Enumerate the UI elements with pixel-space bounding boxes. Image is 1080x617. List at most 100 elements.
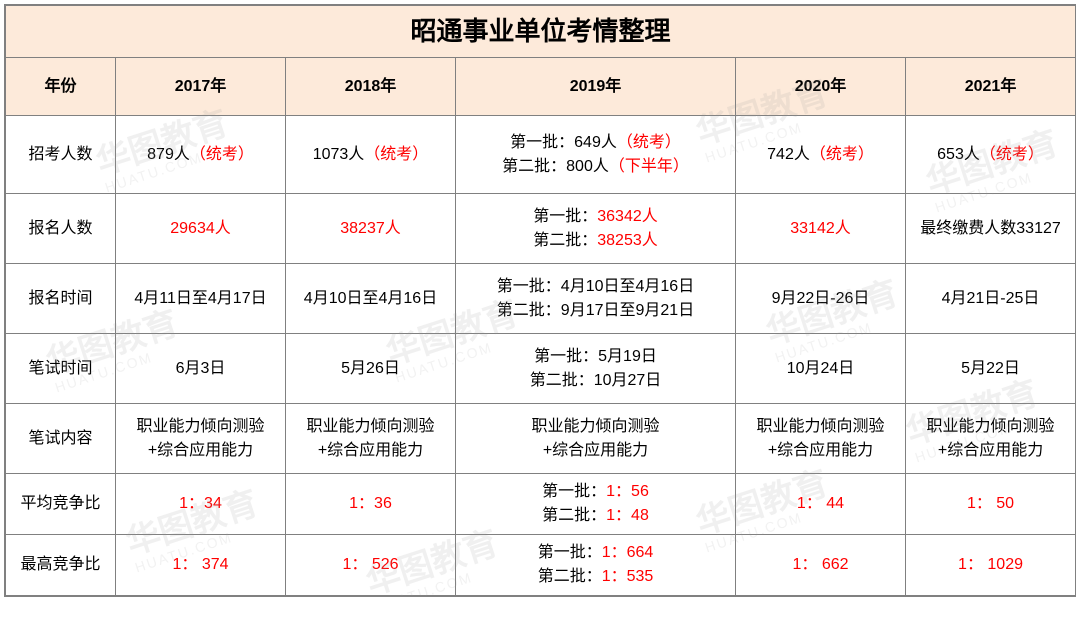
exam-table: 昭通事业单位考情整理年份2017年2018年2019年2020年2021年招考人… (5, 5, 1076, 596)
cell-text: 第一批： (542, 483, 606, 500)
cell-text: 879人 (147, 146, 190, 163)
row-label: 最高竞争比 (6, 535, 116, 596)
table-cell: 4月10日至4月16日 (286, 264, 456, 334)
cell-text: 1：664 (602, 544, 654, 561)
table-cell: 653人（统考） (906, 116, 1076, 194)
cell-text: 9月22日-26日 (772, 290, 870, 307)
cell-text: 职业能力倾向测验 (531, 418, 659, 435)
cell-text: +综合应用能力 (148, 442, 253, 459)
table-cell: 4月21日-25日 (906, 264, 1076, 334)
row-label: 笔试时间 (6, 334, 116, 404)
cell-text: 职业能力倾向测验 (306, 418, 434, 435)
table-cell: 1： 374 (116, 535, 286, 596)
table-cell: 第一批：1：664第二批：1：535 (456, 535, 736, 596)
table-cell: 29634人 (116, 194, 286, 264)
cell-text: （下半年） (609, 158, 689, 175)
table-cell: 1： 1029 (906, 535, 1076, 596)
cell-text: 职业能力倾向测验 (136, 418, 264, 435)
cell-text: （统考） (810, 146, 874, 163)
cell-text: 4月11日至4月17日 (134, 290, 266, 307)
col-header-year: 2018年 (286, 58, 456, 116)
row-label: 报名时间 (6, 264, 116, 334)
cell-text: 1： 662 (792, 556, 848, 573)
table-cell: 879人（统考） (116, 116, 286, 194)
cell-text: 1：48 (606, 507, 649, 524)
cell-text: （统考） (364, 146, 428, 163)
cell-text: 第二批：800人 (502, 158, 609, 175)
cell-text: +综合应用能力 (938, 442, 1043, 459)
row-label: 平均竞争比 (6, 474, 116, 535)
cell-text: 1073人 (313, 146, 365, 163)
cell-text: 742人 (767, 146, 810, 163)
table-cell: 38237人 (286, 194, 456, 264)
cell-text: 5月26日 (341, 360, 400, 377)
table-cell: 第一批：5月19日第二批：10月27日 (456, 334, 736, 404)
table-cell: 5月22日 (906, 334, 1076, 404)
table-cell: 职业能力倾向测验 +综合应用能力 (906, 404, 1076, 474)
cell-text: 第二批： (533, 232, 597, 249)
table-cell: 职业能力倾向测验 +综合应用能力 (286, 404, 456, 474)
table-cell: 1：36 (286, 474, 456, 535)
cell-text: 第二批： (542, 507, 606, 524)
cell-text: +综合应用能力 (318, 442, 423, 459)
table-cell: 10月24日 (736, 334, 906, 404)
cell-text: 1： 1029 (958, 556, 1023, 573)
col-header-year-label: 年份 (6, 58, 116, 116)
cell-text: （统考） (980, 146, 1044, 163)
table-cell: 职业能力倾向测验 +综合应用能力 (116, 404, 286, 474)
table-cell: 职业能力倾向测验 +综合应用能力 (736, 404, 906, 474)
cell-text: 653人 (937, 146, 980, 163)
cell-text: 6月3日 (176, 360, 226, 377)
table-cell: 4月11日至4月17日 (116, 264, 286, 334)
col-header-year: 2021年 (906, 58, 1076, 116)
table-title: 昭通事业单位考情整理 (6, 6, 1076, 58)
cell-text: （统考） (617, 134, 681, 151)
table-cell: 742人（统考） (736, 116, 906, 194)
cell-text: 1：34 (179, 495, 222, 512)
cell-text: 1： 374 (172, 556, 228, 573)
table-cell: 1073人（统考） (286, 116, 456, 194)
cell-text: 38253人 (597, 232, 658, 249)
cell-text: 第一批： (538, 544, 602, 561)
cell-text: 1：535 (602, 568, 654, 585)
cell-text: 4月21日-25日 (942, 290, 1040, 307)
cell-text: 最终缴费人数33127 (920, 220, 1061, 237)
cell-text: 职业能力倾向测验 (927, 418, 1055, 435)
cell-text: 38237人 (340, 220, 401, 237)
table-cell: 6月3日 (116, 334, 286, 404)
cell-text: 第一批：4月10日至4月16日 (497, 278, 694, 295)
cell-text: 29634人 (170, 220, 231, 237)
table-cell: 9月22日-26日 (736, 264, 906, 334)
cell-text: 36342人 (597, 208, 658, 225)
table-cell: 1： 50 (906, 474, 1076, 535)
col-header-year: 2019年 (456, 58, 736, 116)
table-cell: 第一批：1：56第二批：1：48 (456, 474, 736, 535)
cell-text: 职业能力倾向测验 (756, 418, 884, 435)
table-cell: 第一批：4月10日至4月16日第二批：9月17日至9月21日 (456, 264, 736, 334)
cell-text: 第一批：649人 (510, 134, 617, 151)
table-cell: 第一批：36342人第二批：38253人 (456, 194, 736, 264)
cell-text: 第二批：9月17日至9月21日 (497, 302, 694, 319)
table-cell: 1： 526 (286, 535, 456, 596)
cell-text: 第一批： (533, 208, 597, 225)
col-header-year: 2020年 (736, 58, 906, 116)
cell-text: 第二批： (538, 568, 602, 585)
row-label: 招考人数 (6, 116, 116, 194)
col-header-year: 2017年 (116, 58, 286, 116)
cell-text: +综合应用能力 (543, 442, 648, 459)
table-cell: 职业能力倾向测验 +综合应用能力 (456, 404, 736, 474)
cell-text: 1：56 (606, 483, 649, 500)
cell-text: 10月24日 (787, 360, 855, 377)
table-cell: 5月26日 (286, 334, 456, 404)
table-cell: 33142人 (736, 194, 906, 264)
row-label: 笔试内容 (6, 404, 116, 474)
cell-text: +综合应用能力 (768, 442, 873, 459)
table-container: 昭通事业单位考情整理年份2017年2018年2019年2020年2021年招考人… (4, 4, 1076, 597)
table-cell: 第一批：649人（统考） 第二批：800人（下半年） (456, 116, 736, 194)
cell-text: 第二批：10月27日 (530, 372, 662, 389)
cell-text: 4月10日至4月16日 (304, 290, 437, 307)
cell-text: 5月22日 (961, 360, 1020, 377)
cell-text: 1： 50 (967, 495, 1014, 512)
cell-text: 第一批：5月19日 (534, 348, 657, 365)
cell-text: 1： 44 (797, 495, 844, 512)
